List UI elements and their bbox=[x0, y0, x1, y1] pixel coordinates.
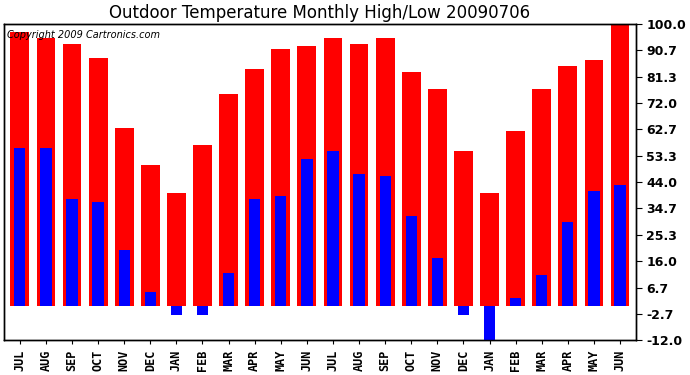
Bar bbox=[297, 46, 316, 306]
Bar bbox=[245, 69, 264, 306]
Bar bbox=[480, 194, 499, 306]
Bar bbox=[457, 306, 469, 315]
Bar bbox=[219, 94, 238, 306]
Title: Outdoor Temperature Monthly High/Low 20090706: Outdoor Temperature Monthly High/Low 200… bbox=[109, 4, 531, 22]
Bar bbox=[327, 151, 339, 306]
Bar bbox=[350, 44, 368, 306]
Bar bbox=[141, 165, 159, 306]
Bar bbox=[89, 58, 108, 306]
Bar bbox=[66, 199, 78, 306]
Bar bbox=[432, 258, 443, 306]
Bar bbox=[611, 24, 629, 306]
Bar bbox=[197, 306, 208, 315]
Bar bbox=[406, 216, 417, 306]
Bar bbox=[223, 273, 234, 306]
Bar bbox=[584, 60, 603, 306]
Bar bbox=[506, 131, 525, 306]
Bar bbox=[249, 199, 260, 306]
Bar bbox=[536, 275, 547, 306]
Bar bbox=[119, 250, 130, 306]
Bar bbox=[484, 306, 495, 340]
Bar bbox=[510, 298, 521, 306]
Bar bbox=[170, 306, 182, 315]
Bar bbox=[115, 128, 134, 306]
Bar bbox=[614, 185, 626, 306]
Bar bbox=[402, 72, 421, 306]
Bar bbox=[37, 38, 55, 306]
Bar bbox=[454, 151, 473, 306]
Bar bbox=[353, 174, 365, 306]
Bar bbox=[10, 32, 29, 306]
Bar bbox=[376, 38, 395, 306]
Bar bbox=[63, 44, 81, 306]
Bar bbox=[193, 146, 212, 306]
Bar bbox=[302, 159, 313, 306]
Bar bbox=[558, 66, 578, 306]
Bar bbox=[428, 89, 446, 306]
Text: Copyright 2009 Cartronics.com: Copyright 2009 Cartronics.com bbox=[8, 30, 160, 40]
Bar bbox=[589, 190, 600, 306]
Bar bbox=[167, 194, 186, 306]
Bar bbox=[532, 89, 551, 306]
Bar bbox=[271, 49, 290, 306]
Bar bbox=[92, 202, 104, 306]
Bar bbox=[40, 148, 52, 306]
Bar bbox=[562, 222, 573, 306]
Bar bbox=[275, 196, 286, 306]
Bar bbox=[145, 292, 156, 306]
Bar bbox=[380, 176, 391, 306]
Bar bbox=[14, 148, 26, 306]
Bar bbox=[324, 38, 342, 306]
